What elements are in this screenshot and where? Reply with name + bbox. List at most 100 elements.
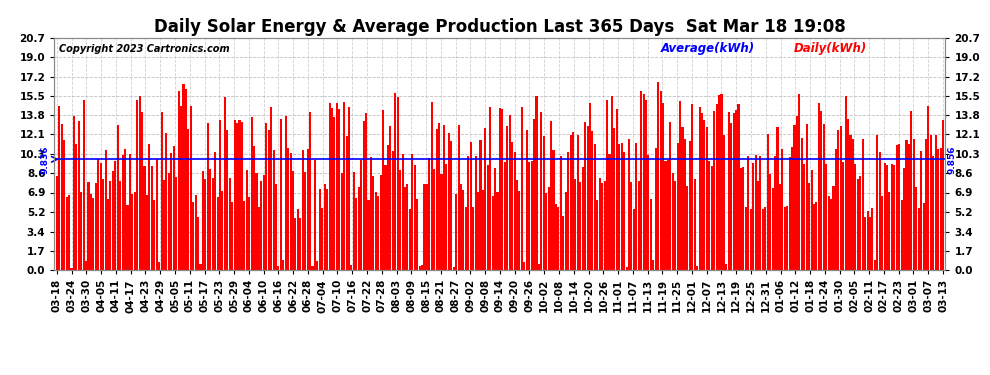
Bar [187, 129, 189, 270]
Bar [628, 140, 630, 270]
Bar [838, 130, 840, 270]
Bar [258, 207, 260, 270]
Bar [611, 96, 613, 270]
Bar [920, 151, 922, 270]
Bar [564, 192, 566, 270]
Bar [75, 144, 77, 270]
Bar [908, 144, 910, 270]
Bar [511, 142, 513, 270]
Bar [883, 163, 886, 270]
Bar [150, 166, 152, 270]
Bar [477, 192, 479, 270]
Bar [411, 154, 414, 270]
Bar [92, 198, 94, 270]
Bar [757, 181, 759, 270]
Bar [407, 184, 409, 270]
Bar [499, 108, 501, 270]
Bar [309, 111, 311, 270]
Bar [941, 120, 944, 270]
Bar [70, 268, 72, 270]
Bar [180, 106, 182, 270]
Bar [735, 110, 738, 270]
Bar [609, 154, 611, 270]
Bar [749, 209, 751, 270]
Bar [881, 196, 883, 270]
Bar [95, 183, 97, 270]
Bar [190, 106, 192, 270]
Bar [312, 266, 314, 270]
Bar [521, 108, 523, 270]
Bar [930, 135, 932, 270]
Bar [304, 172, 306, 270]
Bar [429, 158, 431, 270]
Bar [87, 182, 89, 270]
Bar [446, 164, 447, 270]
Bar [604, 181, 606, 270]
Bar [506, 126, 508, 270]
Bar [250, 117, 252, 270]
Bar [891, 164, 893, 270]
Bar [694, 179, 696, 270]
Bar [861, 139, 863, 270]
Bar [482, 190, 484, 270]
Bar [706, 127, 708, 270]
Bar [455, 194, 457, 270]
Bar [764, 207, 766, 270]
Bar [360, 160, 362, 270]
Bar [285, 116, 287, 270]
Bar [212, 178, 214, 270]
Bar [859, 176, 861, 270]
Bar [844, 96, 846, 270]
Bar [896, 145, 898, 270]
Bar [73, 116, 75, 270]
Bar [272, 150, 274, 270]
Bar [559, 156, 562, 270]
Bar [567, 153, 569, 270]
Bar [68, 195, 70, 270]
Bar [704, 120, 706, 270]
Bar [606, 100, 608, 270]
Bar [779, 184, 781, 270]
Bar [253, 146, 255, 270]
Bar [664, 161, 666, 270]
Text: Daily(kWh): Daily(kWh) [794, 42, 867, 55]
Bar [326, 189, 328, 270]
Bar [438, 123, 441, 270]
Bar [636, 142, 638, 270]
Bar [222, 191, 224, 270]
Bar [672, 173, 674, 270]
Bar [538, 264, 540, 270]
Bar [938, 149, 940, 270]
Bar [789, 157, 791, 270]
Bar [876, 135, 878, 270]
Bar [657, 82, 659, 270]
Bar [474, 156, 476, 270]
Bar [796, 116, 798, 270]
Bar [414, 165, 416, 270]
Bar [791, 147, 793, 270]
Bar [496, 192, 499, 270]
Bar [280, 119, 282, 270]
Bar [421, 265, 423, 270]
Bar [219, 120, 221, 270]
Bar [317, 261, 319, 270]
Bar [708, 161, 711, 270]
Bar [754, 155, 756, 270]
Bar [197, 217, 199, 270]
Bar [913, 139, 915, 270]
Bar [122, 155, 124, 270]
Text: Copyright 2023 Cartronics.com: Copyright 2023 Cartronics.com [59, 45, 230, 54]
Bar [357, 187, 359, 270]
Bar [623, 152, 625, 270]
Bar [60, 124, 62, 270]
Bar [652, 260, 654, 270]
Bar [886, 165, 888, 270]
Bar [347, 107, 350, 270]
Bar [372, 176, 374, 270]
Bar [387, 145, 389, 270]
Bar [662, 102, 664, 270]
Bar [935, 135, 937, 270]
Bar [562, 216, 564, 270]
Bar [172, 146, 175, 270]
Bar [467, 156, 469, 270]
